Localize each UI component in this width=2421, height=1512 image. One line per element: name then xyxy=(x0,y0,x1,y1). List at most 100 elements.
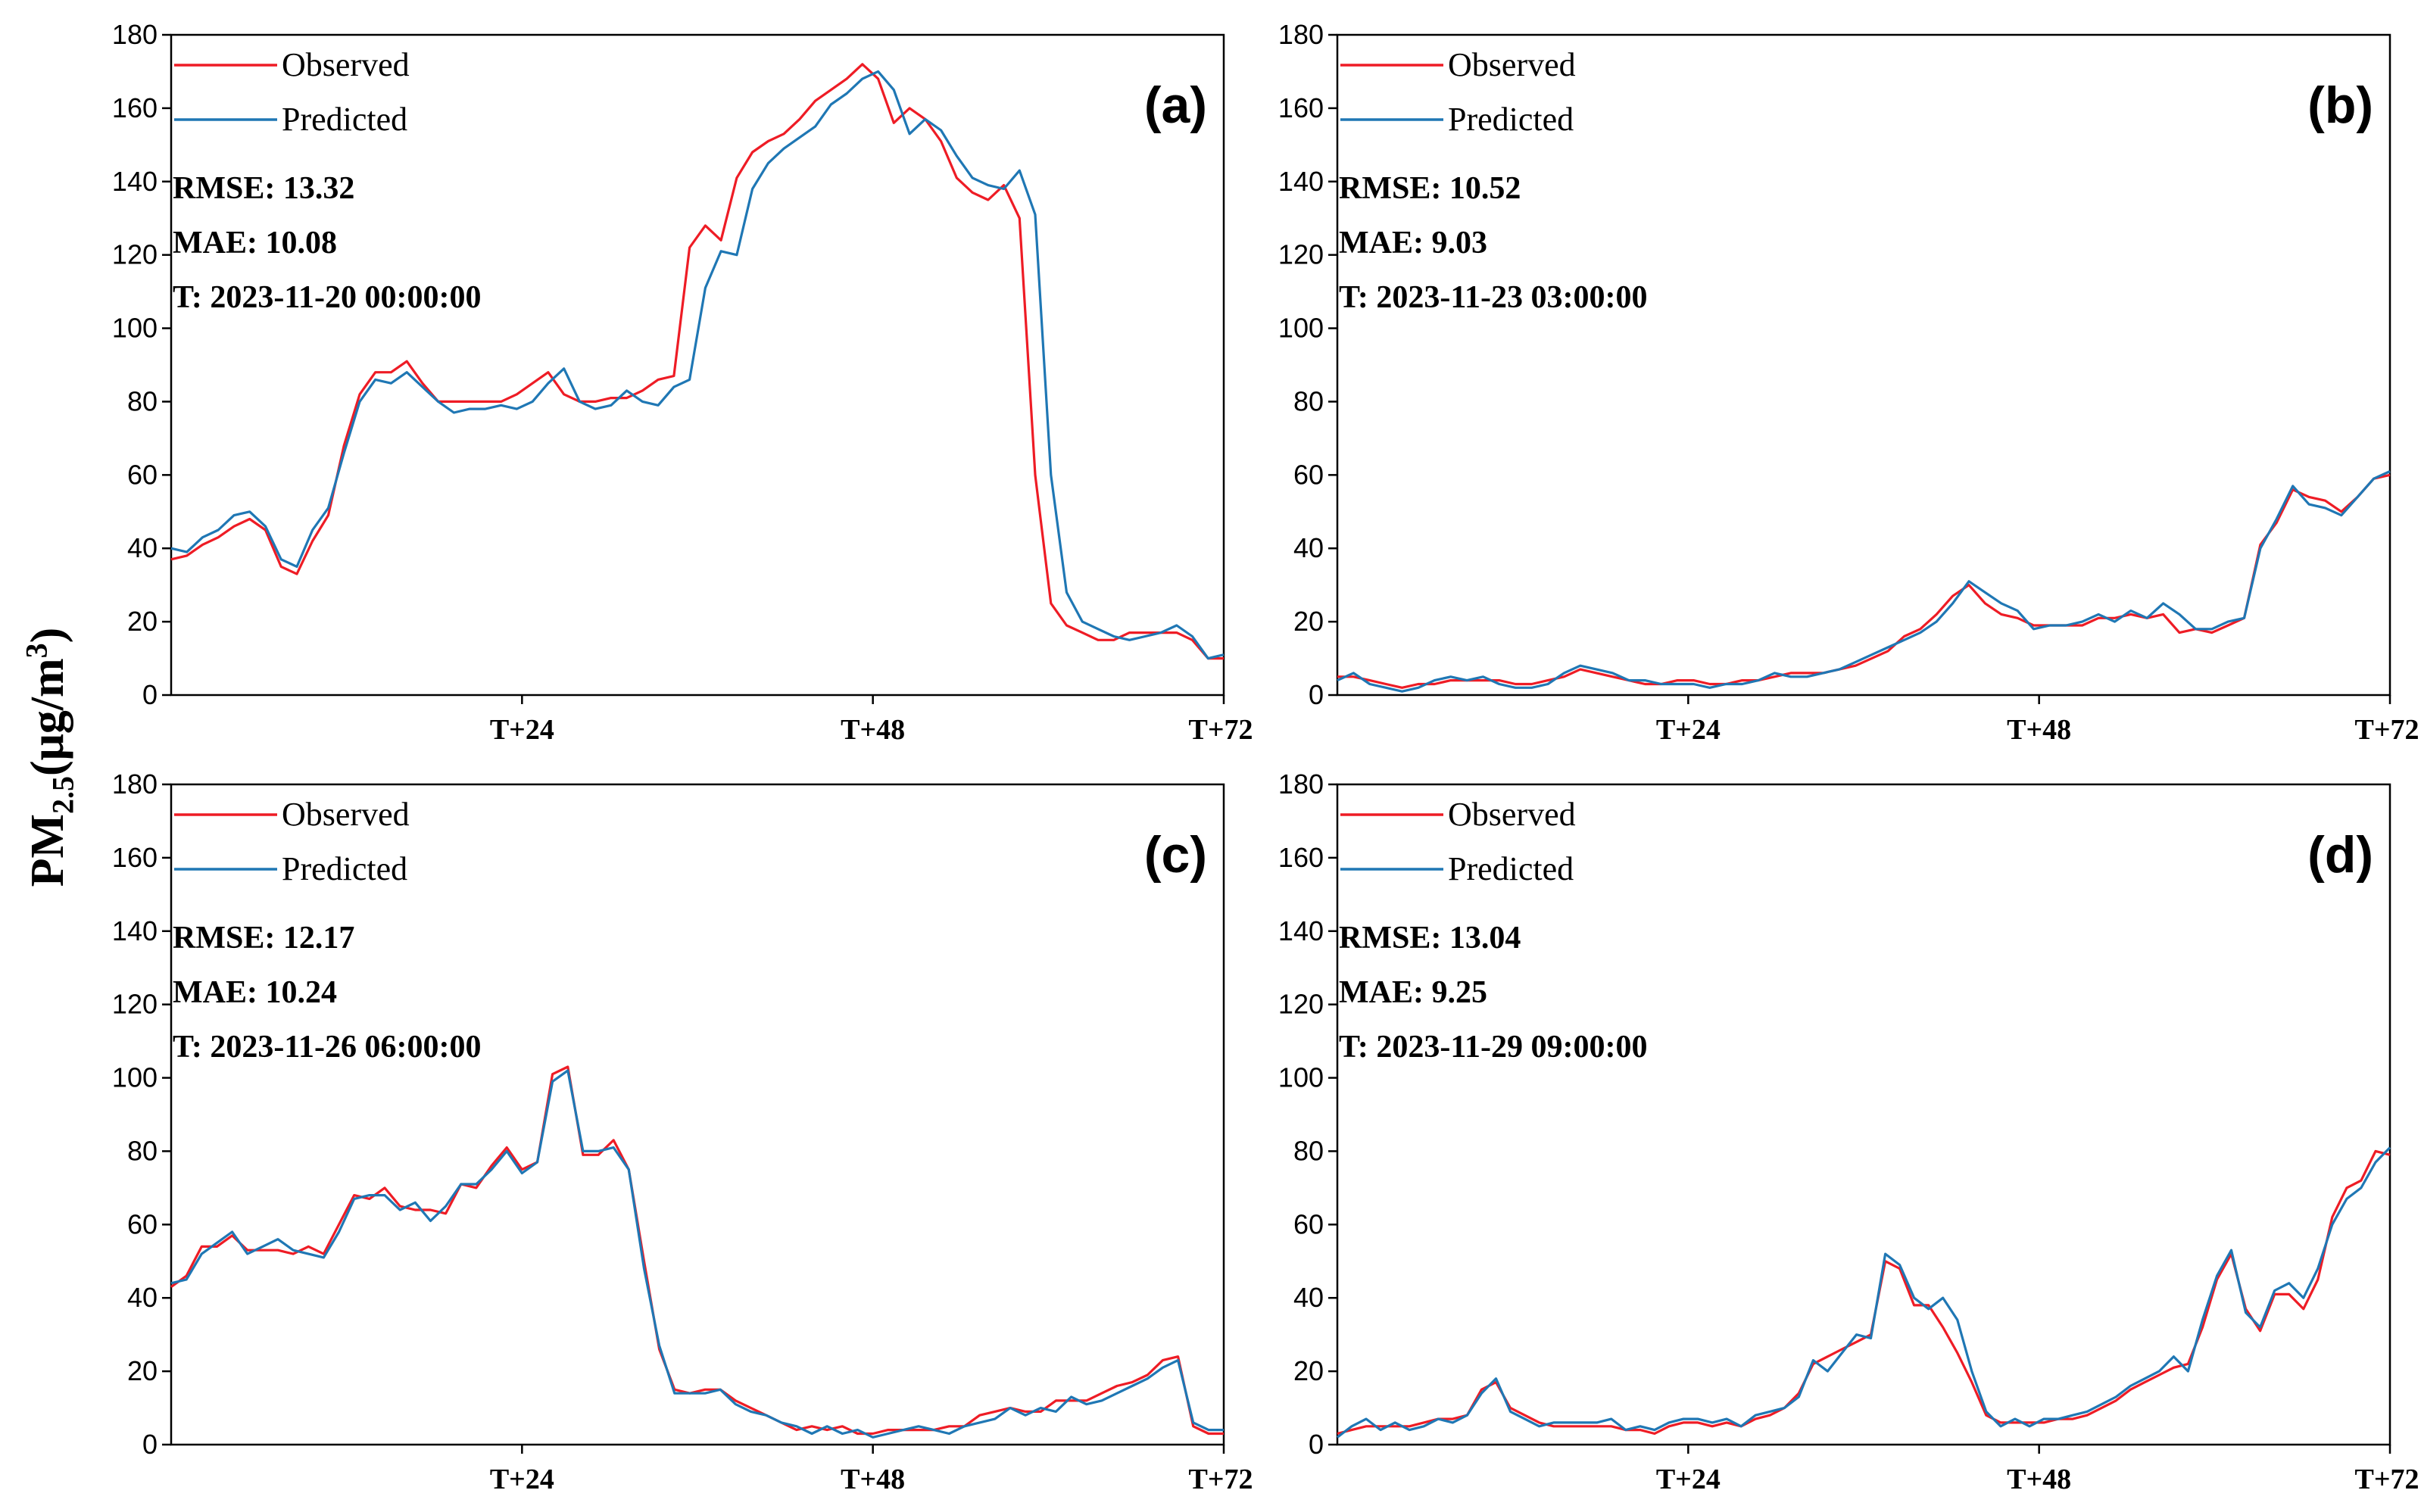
x-tick-label: T+48 xyxy=(841,1464,905,1495)
time-prefix: T: xyxy=(1339,280,1376,315)
y-tick-label: 60 xyxy=(127,459,158,490)
chart-panel-d: 0 20 40 60 80 100 120 140 160 180 T+24 T+48 T+72 Obse… xyxy=(1166,750,2421,1507)
mae-text: MAE: 9.25 xyxy=(1339,975,1487,1010)
y-tick-label: 100 xyxy=(1278,313,1324,344)
y-tick-label: 80 xyxy=(127,1135,158,1166)
y-tick-label: 120 xyxy=(112,239,158,270)
time-text: T: 2023-11-26 06:00:00 xyxy=(173,1030,482,1065)
y-tick-label: 100 xyxy=(1278,1062,1324,1093)
x-tick-label: T+48 xyxy=(2007,714,2071,746)
y-tick-label: 140 xyxy=(112,166,158,197)
legend-label-predicted: Predicted xyxy=(282,101,407,138)
rmse-text: RMSE: 10.52 xyxy=(1339,171,1521,206)
chart-svg: 0 20 40 60 80 100 120 140 160 180 T+24 T+48 T+72 Obse… xyxy=(112,19,1253,746)
legend-label-predicted: Predicted xyxy=(1448,101,1574,138)
time-prefix: T: xyxy=(173,1030,210,1065)
plot-frame xyxy=(170,783,1225,1446)
legend-label-predicted: Predicted xyxy=(1448,850,1574,887)
rmse-text: RMSE: 12.17 xyxy=(173,921,354,956)
panel-tag: (a) xyxy=(1144,76,1207,134)
y-tick-label: 80 xyxy=(1293,385,1324,416)
y-tick-label: 0 xyxy=(1309,1429,1324,1460)
y-tick-label: 0 xyxy=(1309,679,1324,710)
series-line-predicted xyxy=(170,70,1225,660)
x-tick-label: T+24 xyxy=(1656,1464,1721,1495)
legend-label-predicted: Predicted xyxy=(282,850,407,887)
y-tick-label: 0 xyxy=(142,1429,158,1460)
chart-svg: 0 20 40 60 80 100 120 140 160 180 T+24 T+48 T+72 Obse… xyxy=(112,768,1253,1495)
time-text: T: 2023-11-29 09:00:00 xyxy=(1339,1030,1648,1065)
y-tick-label: 100 xyxy=(112,1062,158,1093)
y-tick-label: 40 xyxy=(127,532,158,563)
time-text: T: 2023-11-20 00:00:00 xyxy=(173,280,482,315)
y-tick-label: 60 xyxy=(1293,1208,1324,1239)
y-tick-label: 120 xyxy=(1278,239,1324,270)
y-tick-label: 160 xyxy=(1278,92,1324,123)
panel-tag: (d) xyxy=(2307,826,2373,884)
series-line-observed xyxy=(1337,1149,2391,1436)
legend-label-observed: Observed xyxy=(282,796,410,833)
y-tick-label: 20 xyxy=(127,1355,158,1386)
plot-frame xyxy=(170,33,1225,697)
legend-label-observed: Observed xyxy=(282,46,410,83)
series-line-observed xyxy=(170,63,1224,660)
time-prefix: T: xyxy=(1339,1030,1376,1065)
time-value: 2023-11-20 00:00:00 xyxy=(210,280,481,315)
y-tick-label: 180 xyxy=(1278,768,1324,800)
y-tick-label: 140 xyxy=(1278,915,1324,946)
time-value: 2023-11-26 06:00:00 xyxy=(210,1030,481,1065)
y-tick-label: 80 xyxy=(1293,1135,1324,1166)
y-tick-label: 20 xyxy=(1293,606,1324,637)
series-line-observed xyxy=(1337,473,2391,689)
y-tick-label: 60 xyxy=(127,1208,158,1239)
series-line-observed xyxy=(170,1065,1224,1436)
y-tick-label: 100 xyxy=(112,313,158,344)
y-tick-label: 60 xyxy=(1293,459,1324,490)
legend-label-observed: Observed xyxy=(1448,46,1576,83)
time-text: T: 2023-11-23 03:00:00 xyxy=(1339,280,1648,315)
panel-tag: (c) xyxy=(1144,826,1207,884)
y-tick-label: 40 xyxy=(127,1282,158,1313)
y-tick-label: 120 xyxy=(1278,989,1324,1020)
time-value: 2023-11-23 03:00:00 xyxy=(1376,280,1647,315)
rmse-text: RMSE: 13.32 xyxy=(173,171,354,206)
series-line-predicted xyxy=(1337,470,2391,693)
y-tick-label: 140 xyxy=(1278,166,1324,197)
y-tick-label: 160 xyxy=(1278,842,1324,873)
plot-frame xyxy=(1336,33,2391,697)
y-tick-label: 160 xyxy=(112,92,158,123)
x-tick-label: T+72 xyxy=(2355,714,2419,746)
chart-panel-a: 0 20 40 60 80 100 120 140 160 180 T+24 T+48 T+72 Obse… xyxy=(0,0,1255,757)
time-value: 2023-11-29 09:00:00 xyxy=(1376,1030,1647,1065)
y-tick-label: 40 xyxy=(1293,532,1324,563)
y-tick-label: 160 xyxy=(112,842,158,873)
y-tick-label: 180 xyxy=(1278,19,1324,50)
legend-label-observed: Observed xyxy=(1448,796,1576,833)
series-line-predicted xyxy=(1337,1146,2391,1439)
x-tick-label: T+48 xyxy=(841,714,905,746)
y-tick-label: 20 xyxy=(127,606,158,637)
series-line-predicted xyxy=(170,1069,1224,1439)
y-tick-label: 20 xyxy=(1293,1355,1324,1386)
rmse-text: RMSE: 13.04 xyxy=(1339,921,1521,956)
x-tick-label: T+24 xyxy=(490,714,554,746)
chart-panel-c: 0 20 40 60 80 100 120 140 160 180 T+24 T+48 T+72 Obse… xyxy=(0,750,1255,1507)
x-tick-label: T+72 xyxy=(1189,714,1253,746)
y-tick-label: 80 xyxy=(127,385,158,416)
mae-text: MAE: 10.24 xyxy=(173,975,337,1010)
time-prefix: T: xyxy=(173,280,210,315)
chart-panel-b: 0 20 40 60 80 100 120 140 160 180 T+24 T+48 T+72 Obse… xyxy=(1166,0,2421,757)
y-tick-label: 40 xyxy=(1293,1282,1324,1313)
x-tick-label: T+72 xyxy=(1189,1464,1253,1495)
y-tick-label: 0 xyxy=(142,679,158,710)
x-tick-label: T+48 xyxy=(2007,1464,2071,1495)
chart-svg: 0 20 40 60 80 100 120 140 160 180 T+24 T+48 T+72 Obse… xyxy=(1278,19,2419,746)
x-tick-label: T+24 xyxy=(1656,714,1721,746)
x-tick-label: T+72 xyxy=(2355,1464,2419,1495)
mae-text: MAE: 10.08 xyxy=(173,226,337,260)
y-tick-label: 120 xyxy=(112,989,158,1020)
x-tick-label: T+24 xyxy=(490,1464,554,1495)
chart-svg: 0 20 40 60 80 100 120 140 160 180 T+24 T+48 T+72 Obse… xyxy=(1278,768,2419,1495)
y-tick-label: 180 xyxy=(112,19,158,50)
